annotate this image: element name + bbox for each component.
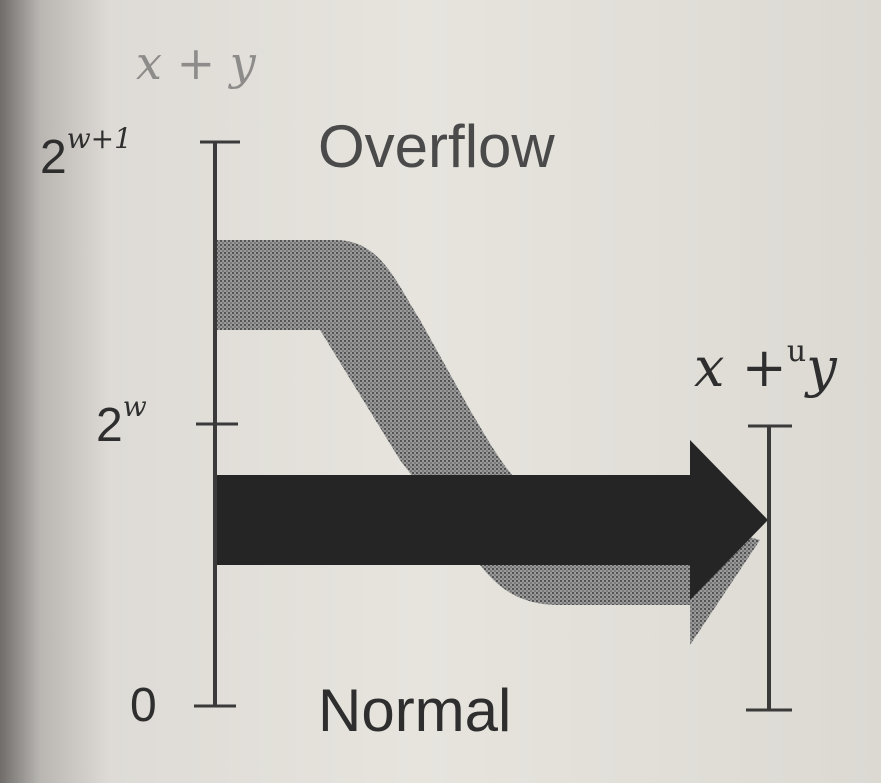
left-axis-title: x + y: [136, 36, 256, 90]
tick-top-base: 2: [40, 131, 67, 184]
left-axis-label-zero: 0: [130, 679, 157, 732]
left-axis-label-mid: 2w: [96, 390, 147, 453]
overflow-wrap-band: [216, 240, 760, 645]
right-axis-title-left: x +: [694, 336, 787, 399]
right-axis-title: x +uy: [694, 334, 837, 399]
tick-top-exponent: w+1: [66, 122, 132, 155]
normal-arrow: [216, 440, 768, 600]
overflow-region-label: Overflow: [318, 113, 555, 180]
normal-region-label: Normal: [318, 677, 512, 744]
left-axis-label-top: 2w+1: [40, 122, 132, 185]
tick-mid-exponent: w: [122, 390, 147, 423]
right-axis-title-right: y: [806, 336, 837, 399]
right-axis-title-sup: u: [786, 334, 807, 369]
tick-mid-base: 2: [96, 399, 123, 452]
